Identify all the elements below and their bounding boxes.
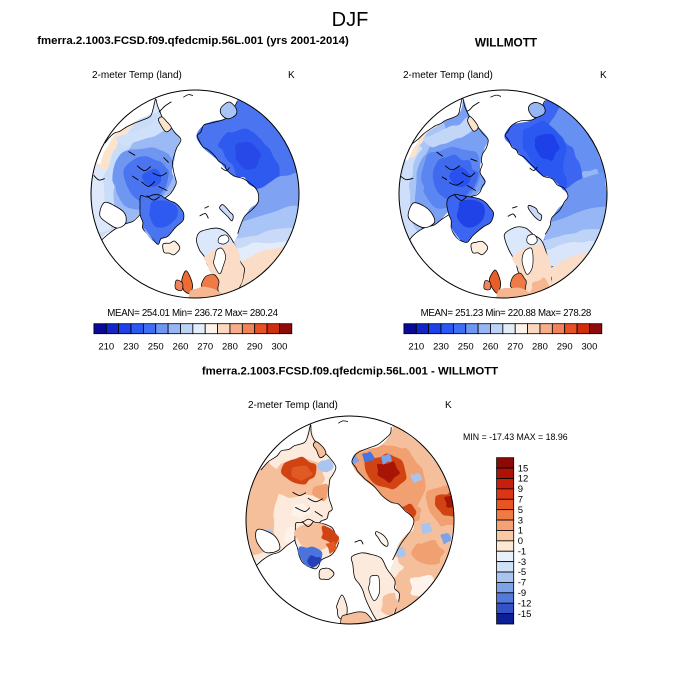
svg-text:-1: -1: [518, 546, 526, 557]
svg-text:fmerra.2.1003.FCSD.f09.qfedcmi: fmerra.2.1003.FCSD.f09.qfedcmip.56L.001 …: [202, 366, 498, 378]
svg-text:290: 290: [247, 342, 263, 353]
svg-text:210: 210: [98, 342, 114, 353]
svg-text:230: 230: [123, 342, 139, 353]
svg-text:270: 270: [507, 342, 523, 353]
svg-text:DJF: DJF: [332, 9, 369, 31]
svg-text:MIN = -17.43 MAX = 18.96: MIN = -17.43 MAX = 18.96: [463, 432, 568, 442]
svg-text:-9: -9: [518, 588, 526, 599]
svg-text:K: K: [445, 400, 452, 411]
svg-text:MEAN= 251.23 Min= 220.88 Max: MEAN= 251.23 Min= 220.88 Max= 278.28: [421, 308, 591, 319]
svg-text:7: 7: [518, 494, 523, 505]
svg-text:K: K: [600, 70, 607, 81]
svg-text:WILLMOTT: WILLMOTT: [475, 36, 538, 50]
svg-text:290: 290: [557, 342, 573, 353]
svg-text:-5: -5: [518, 567, 526, 578]
svg-text:280: 280: [222, 342, 238, 353]
svg-text:-12: -12: [518, 598, 532, 609]
svg-text:-7: -7: [518, 578, 526, 589]
svg-text:K: K: [288, 70, 295, 81]
svg-text:260: 260: [173, 342, 189, 353]
svg-text:260: 260: [483, 342, 499, 353]
svg-text:250: 250: [458, 342, 474, 353]
svg-text:12: 12: [518, 474, 529, 485]
svg-text:9: 9: [518, 484, 523, 495]
svg-text:230: 230: [433, 342, 449, 353]
svg-text:3: 3: [518, 515, 523, 526]
svg-text:300: 300: [582, 342, 598, 353]
svg-text:fmerra.2.1003.FCSD.f09.qfedcmi: fmerra.2.1003.FCSD.f09.qfedcmip.56L.001 …: [37, 35, 349, 47]
svg-text:2-meter Temp (land): 2-meter Temp (land): [92, 70, 182, 81]
svg-text:15: 15: [518, 463, 529, 474]
svg-text:MEAN= 254.01 Min= 236.72 Max: MEAN= 254.01 Min= 236.72 Max= 280.24: [107, 308, 278, 319]
svg-text:300: 300: [272, 342, 288, 353]
svg-text:280: 280: [532, 342, 548, 353]
svg-text:1: 1: [518, 526, 523, 537]
svg-text:-3: -3: [518, 557, 526, 568]
svg-text:2-meter Temp (land): 2-meter Temp (land): [248, 400, 338, 411]
svg-text:250: 250: [148, 342, 164, 353]
svg-text:0: 0: [518, 536, 523, 547]
svg-text:2-meter Temp (land): 2-meter Temp (land): [403, 70, 493, 81]
svg-text:5: 5: [518, 505, 523, 516]
svg-text:-15: -15: [518, 609, 532, 620]
svg-text:210: 210: [408, 342, 424, 353]
svg-text:270: 270: [197, 342, 213, 353]
